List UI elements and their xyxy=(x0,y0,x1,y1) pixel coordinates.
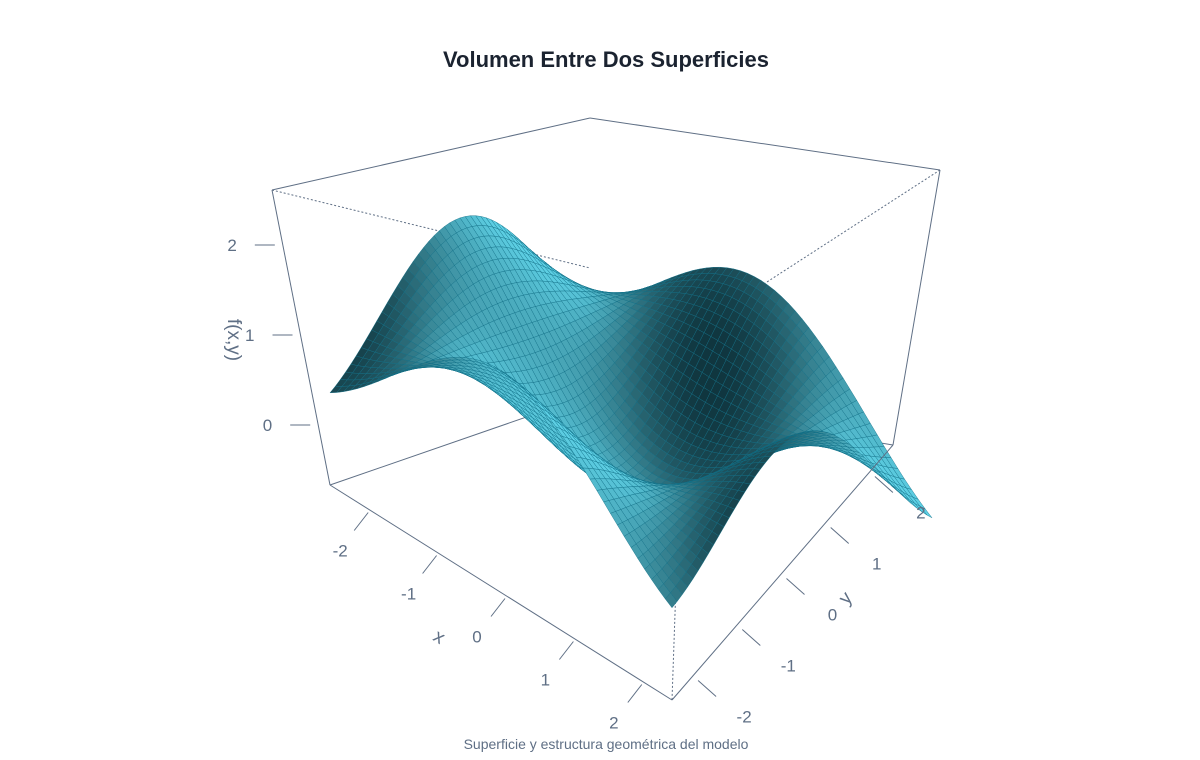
x-tick xyxy=(353,512,369,531)
x-tick xyxy=(627,684,643,703)
z-axis-title: f(x,y) xyxy=(223,319,244,361)
z-axis: 0 1 2 xyxy=(227,236,311,435)
box-edge-top-back-right xyxy=(589,117,941,171)
x-tick xyxy=(422,555,437,574)
box-edge-bottom-front-right xyxy=(671,444,894,701)
y-axis: -2 -1 0 1 2 xyxy=(697,476,926,727)
x-tick xyxy=(559,641,574,660)
y-tick xyxy=(874,476,894,493)
y-tick xyxy=(786,578,805,595)
x-tick xyxy=(490,598,506,617)
y-tick xyxy=(697,680,717,697)
box-edge-top-diag-left xyxy=(271,189,591,269)
z-tick-label: 0 xyxy=(263,416,272,435)
x-tick-label: -1 xyxy=(401,585,416,604)
box-edge-top-back-left xyxy=(271,117,591,191)
x-tick-label: 2 xyxy=(609,714,618,733)
chart-title: Volumen Entre Dos Superficies xyxy=(443,47,769,72)
x-axis: -2 -1 0 1 2 xyxy=(333,512,643,733)
x-tick-label: 1 xyxy=(541,671,550,690)
surface-facet xyxy=(664,592,678,609)
x-tick-label: -2 xyxy=(333,542,348,561)
y-tick-label: 2 xyxy=(916,504,925,523)
z-tick-label: 2 xyxy=(227,236,236,255)
y-tick xyxy=(741,629,761,646)
y-axis-title: y xyxy=(835,588,857,609)
y-tick-label: 1 xyxy=(872,555,881,574)
y-tick-label: 0 xyxy=(828,606,837,625)
chart-caption: Superficie y estructura geométrica del m… xyxy=(464,736,749,752)
x-axis-title: x xyxy=(429,626,449,649)
z-tick-label: 1 xyxy=(245,326,254,345)
box-edge-bottom-front-left xyxy=(329,484,673,701)
x-tick-label: 0 xyxy=(472,628,481,647)
y-tick xyxy=(830,527,850,544)
surface-mesh xyxy=(329,215,933,609)
box-edge-right-vertical xyxy=(892,169,941,446)
box-edge-left-vertical xyxy=(271,189,331,486)
y-tick-label: -2 xyxy=(737,708,752,727)
y-tick-label: -1 xyxy=(781,657,796,676)
